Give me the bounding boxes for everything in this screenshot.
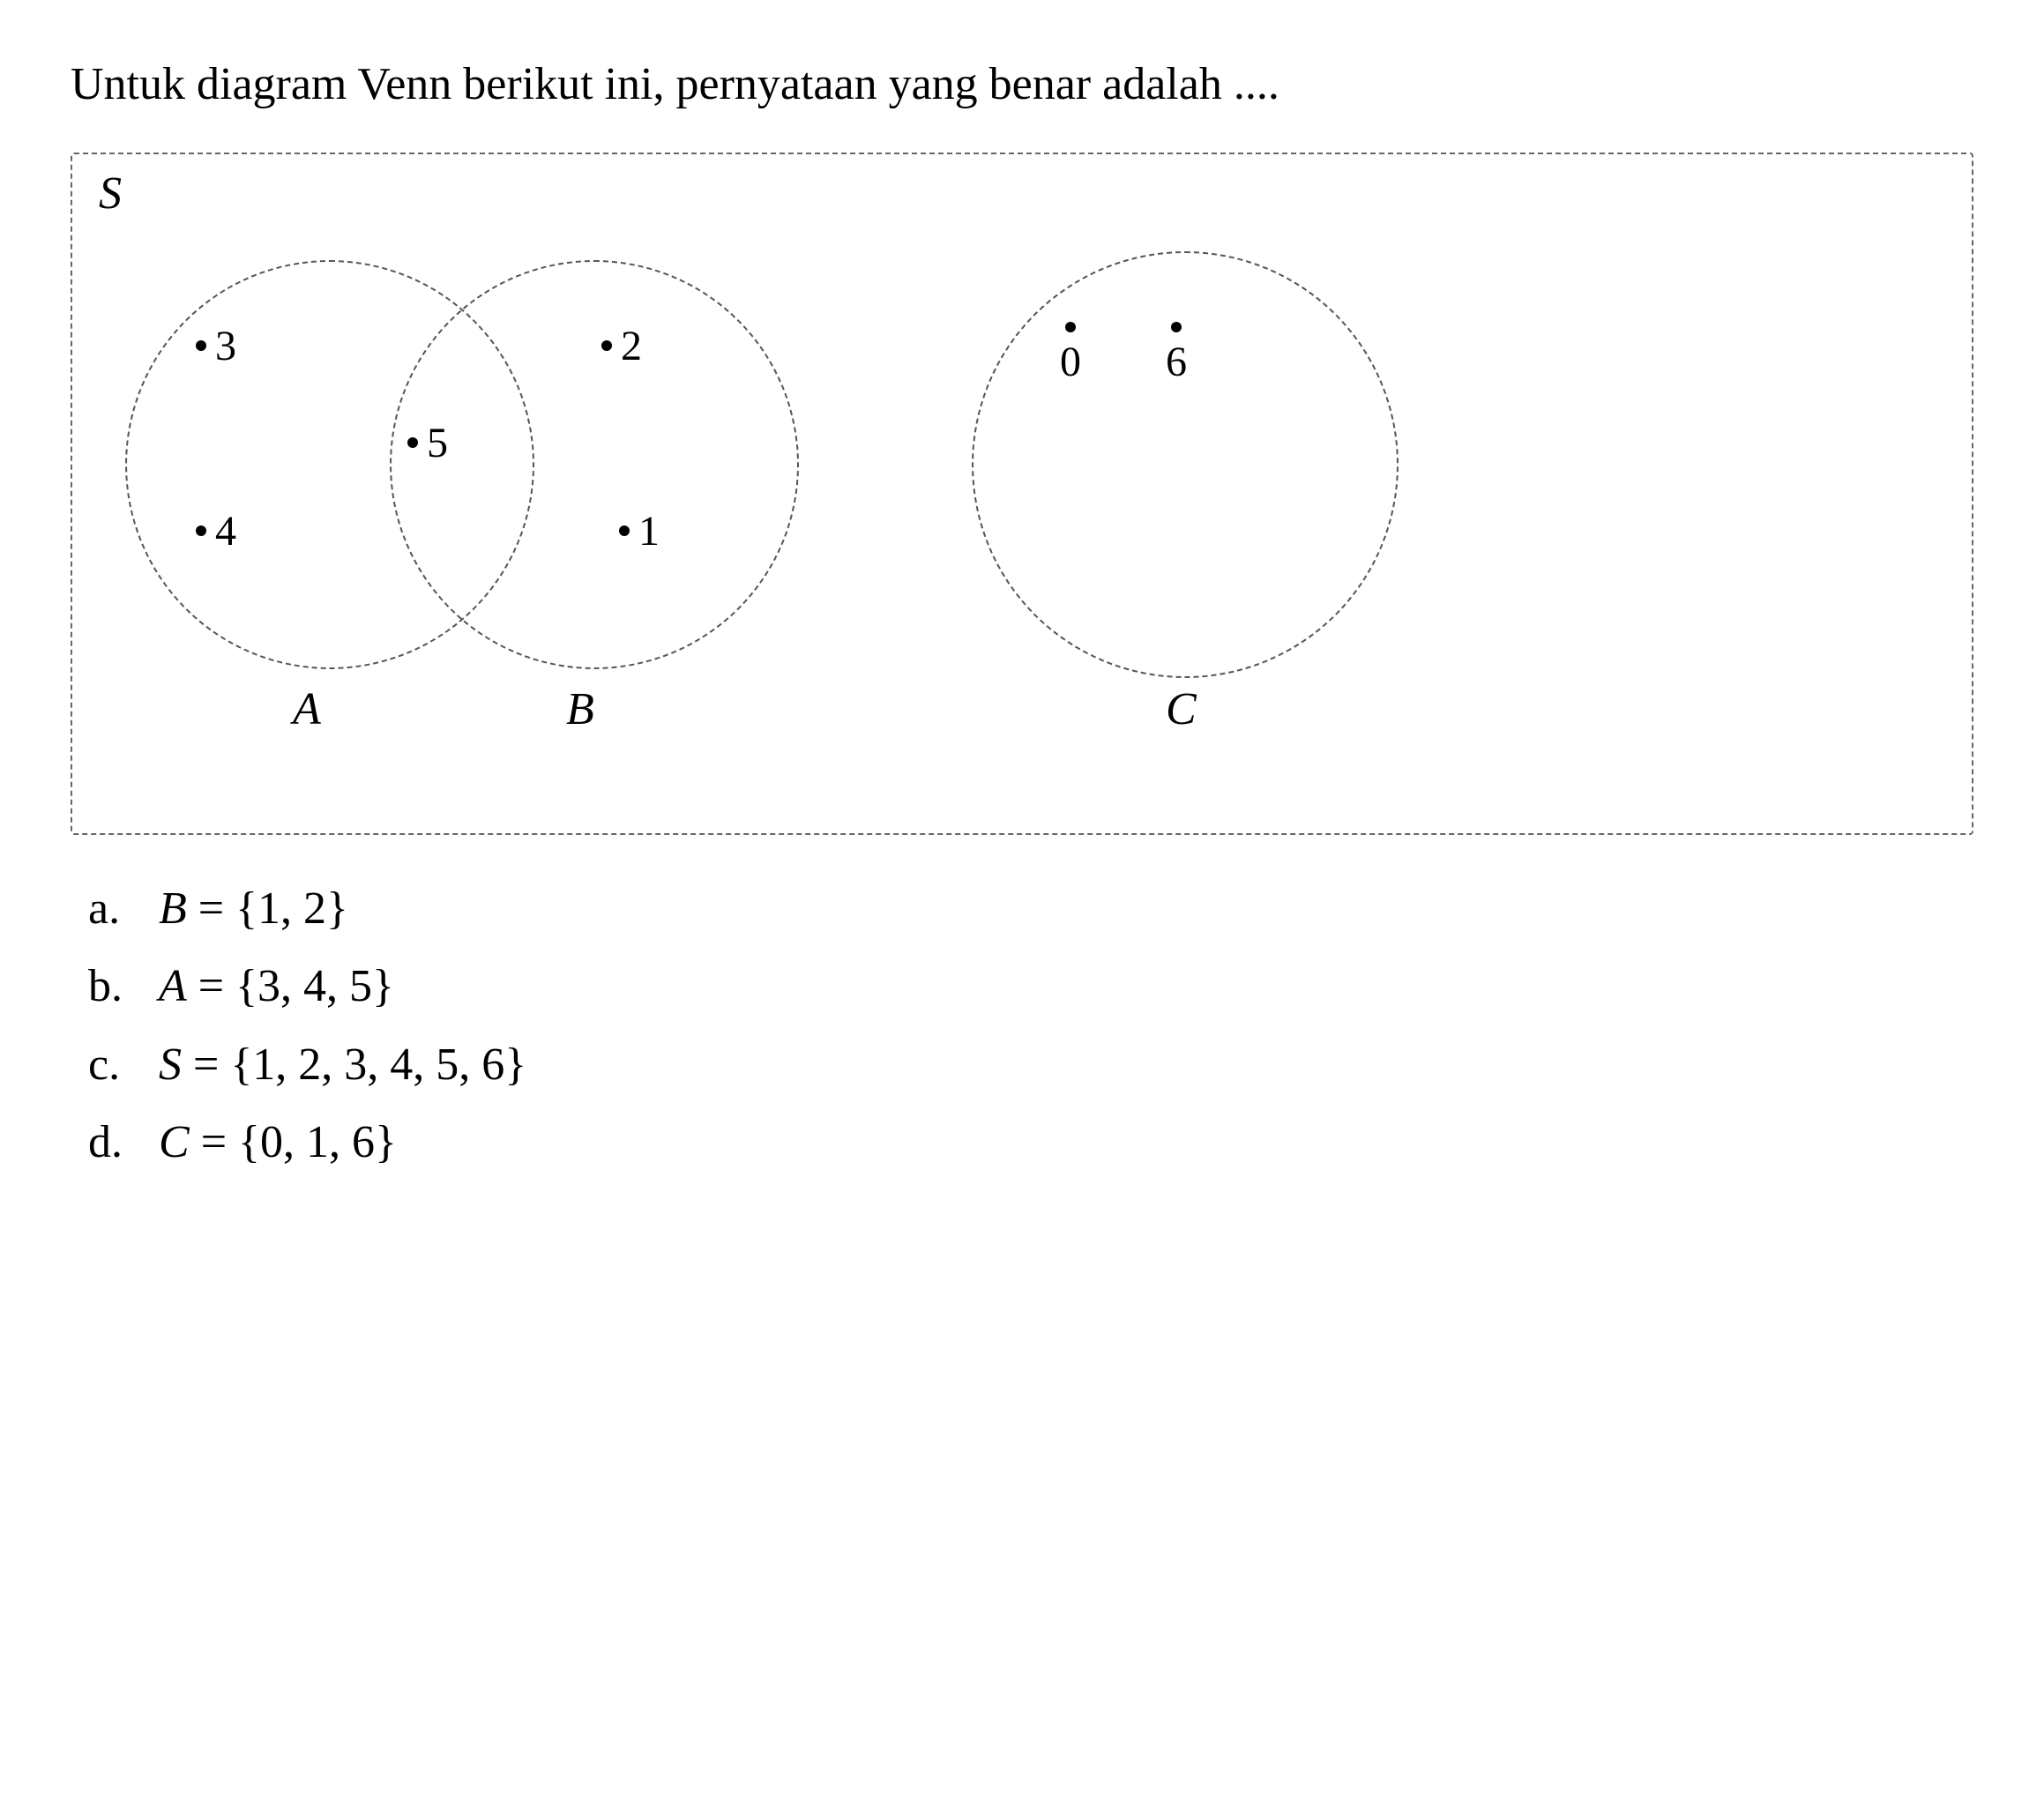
option-letter: a. — [88, 870, 132, 948]
point-2: 2 — [601, 322, 642, 370]
point-value: 2 — [621, 322, 642, 370]
circle-b — [390, 260, 799, 669]
point-5: 5 — [407, 419, 448, 467]
point-0: 0 — [1060, 322, 1081, 386]
point-1: 1 — [619, 507, 660, 555]
option-lhs: C — [159, 1117, 190, 1167]
point-value: 5 — [427, 419, 448, 467]
point-value: 3 — [215, 322, 236, 370]
option-letter: d. — [88, 1104, 132, 1181]
option-rhs: = {3, 4, 5} — [198, 961, 394, 1011]
option-rhs: = {0, 1, 6} — [201, 1117, 397, 1167]
dot-icon — [601, 340, 612, 351]
circle-c — [972, 251, 1399, 678]
point-4: 4 — [196, 507, 236, 555]
answer-options: a. B = {1, 2} b. A = {3, 4, 5} c. S = {1… — [71, 870, 1973, 1182]
dot-icon — [1065, 322, 1076, 332]
option-d: d. C = {0, 1, 6} — [88, 1104, 1973, 1181]
point-value: 6 — [1166, 338, 1187, 386]
point-value: 1 — [638, 507, 660, 555]
circle-label-c: C — [1166, 683, 1197, 735]
dot-icon — [407, 437, 418, 448]
option-rhs: = {1, 2, 3, 4, 5, 6} — [193, 1040, 526, 1090]
option-a: a. B = {1, 2} — [88, 870, 1973, 948]
option-rhs: = {1, 2} — [198, 883, 348, 934]
option-c: c. S = {1, 2, 3, 4, 5, 6} — [88, 1026, 1973, 1104]
option-lhs: A — [159, 961, 187, 1011]
dot-icon — [1171, 322, 1182, 332]
circle-label-b: B — [566, 683, 594, 735]
dot-icon — [619, 525, 630, 536]
option-lhs: B — [159, 883, 187, 934]
option-letter: c. — [88, 1026, 132, 1104]
universal-set-label: S — [99, 168, 122, 220]
point-value: 0 — [1060, 338, 1081, 386]
dot-icon — [196, 340, 206, 351]
dot-icon — [196, 525, 206, 536]
option-lhs: S — [159, 1040, 182, 1090]
point-6: 6 — [1166, 322, 1187, 386]
point-value: 4 — [215, 507, 236, 555]
option-b: b. A = {3, 4, 5} — [88, 948, 1973, 1025]
venn-diagram: S 3 4 5 2 1 0 6 A B C — [71, 153, 1973, 835]
circle-label-a: A — [293, 683, 321, 735]
question-text: Untuk diagram Venn berikut ini, pernyata… — [71, 53, 1973, 117]
point-3: 3 — [196, 322, 236, 370]
option-letter: b. — [88, 948, 132, 1025]
